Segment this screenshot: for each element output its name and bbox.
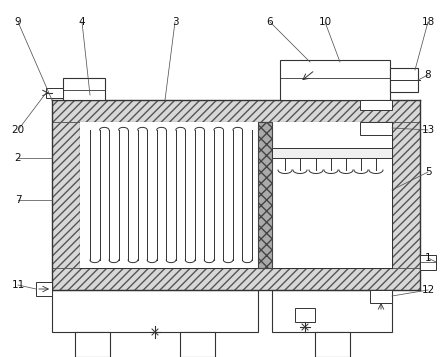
Polygon shape [36,282,52,296]
Polygon shape [360,122,392,135]
Text: 10: 10 [318,17,332,27]
Polygon shape [390,68,418,92]
Polygon shape [63,78,105,100]
Text: 20: 20 [12,125,24,135]
Text: 12: 12 [421,285,435,295]
Text: 18: 18 [421,17,435,27]
Polygon shape [420,255,436,270]
Polygon shape [272,122,392,268]
Text: 6: 6 [267,17,274,27]
Polygon shape [46,88,63,98]
Text: 7: 7 [15,195,21,205]
Text: 4: 4 [79,17,85,27]
Text: 9: 9 [15,17,21,27]
Text: 13: 13 [421,125,435,135]
Polygon shape [75,332,110,357]
Text: 8: 8 [425,70,431,80]
Polygon shape [392,122,420,268]
Polygon shape [52,95,420,290]
Polygon shape [370,290,392,303]
Text: 2: 2 [15,153,21,163]
Polygon shape [272,148,392,158]
Polygon shape [295,308,315,322]
Polygon shape [52,290,258,332]
Polygon shape [80,122,258,268]
Text: 1: 1 [425,253,431,263]
Polygon shape [315,332,350,357]
Polygon shape [180,332,215,357]
Polygon shape [280,60,390,100]
Polygon shape [258,122,272,268]
Polygon shape [52,268,420,290]
Polygon shape [272,290,392,332]
Polygon shape [52,122,80,268]
Text: 5: 5 [425,167,431,177]
Polygon shape [360,100,392,110]
Text: 11: 11 [12,280,24,290]
Polygon shape [52,100,420,122]
Text: 3: 3 [172,17,178,27]
